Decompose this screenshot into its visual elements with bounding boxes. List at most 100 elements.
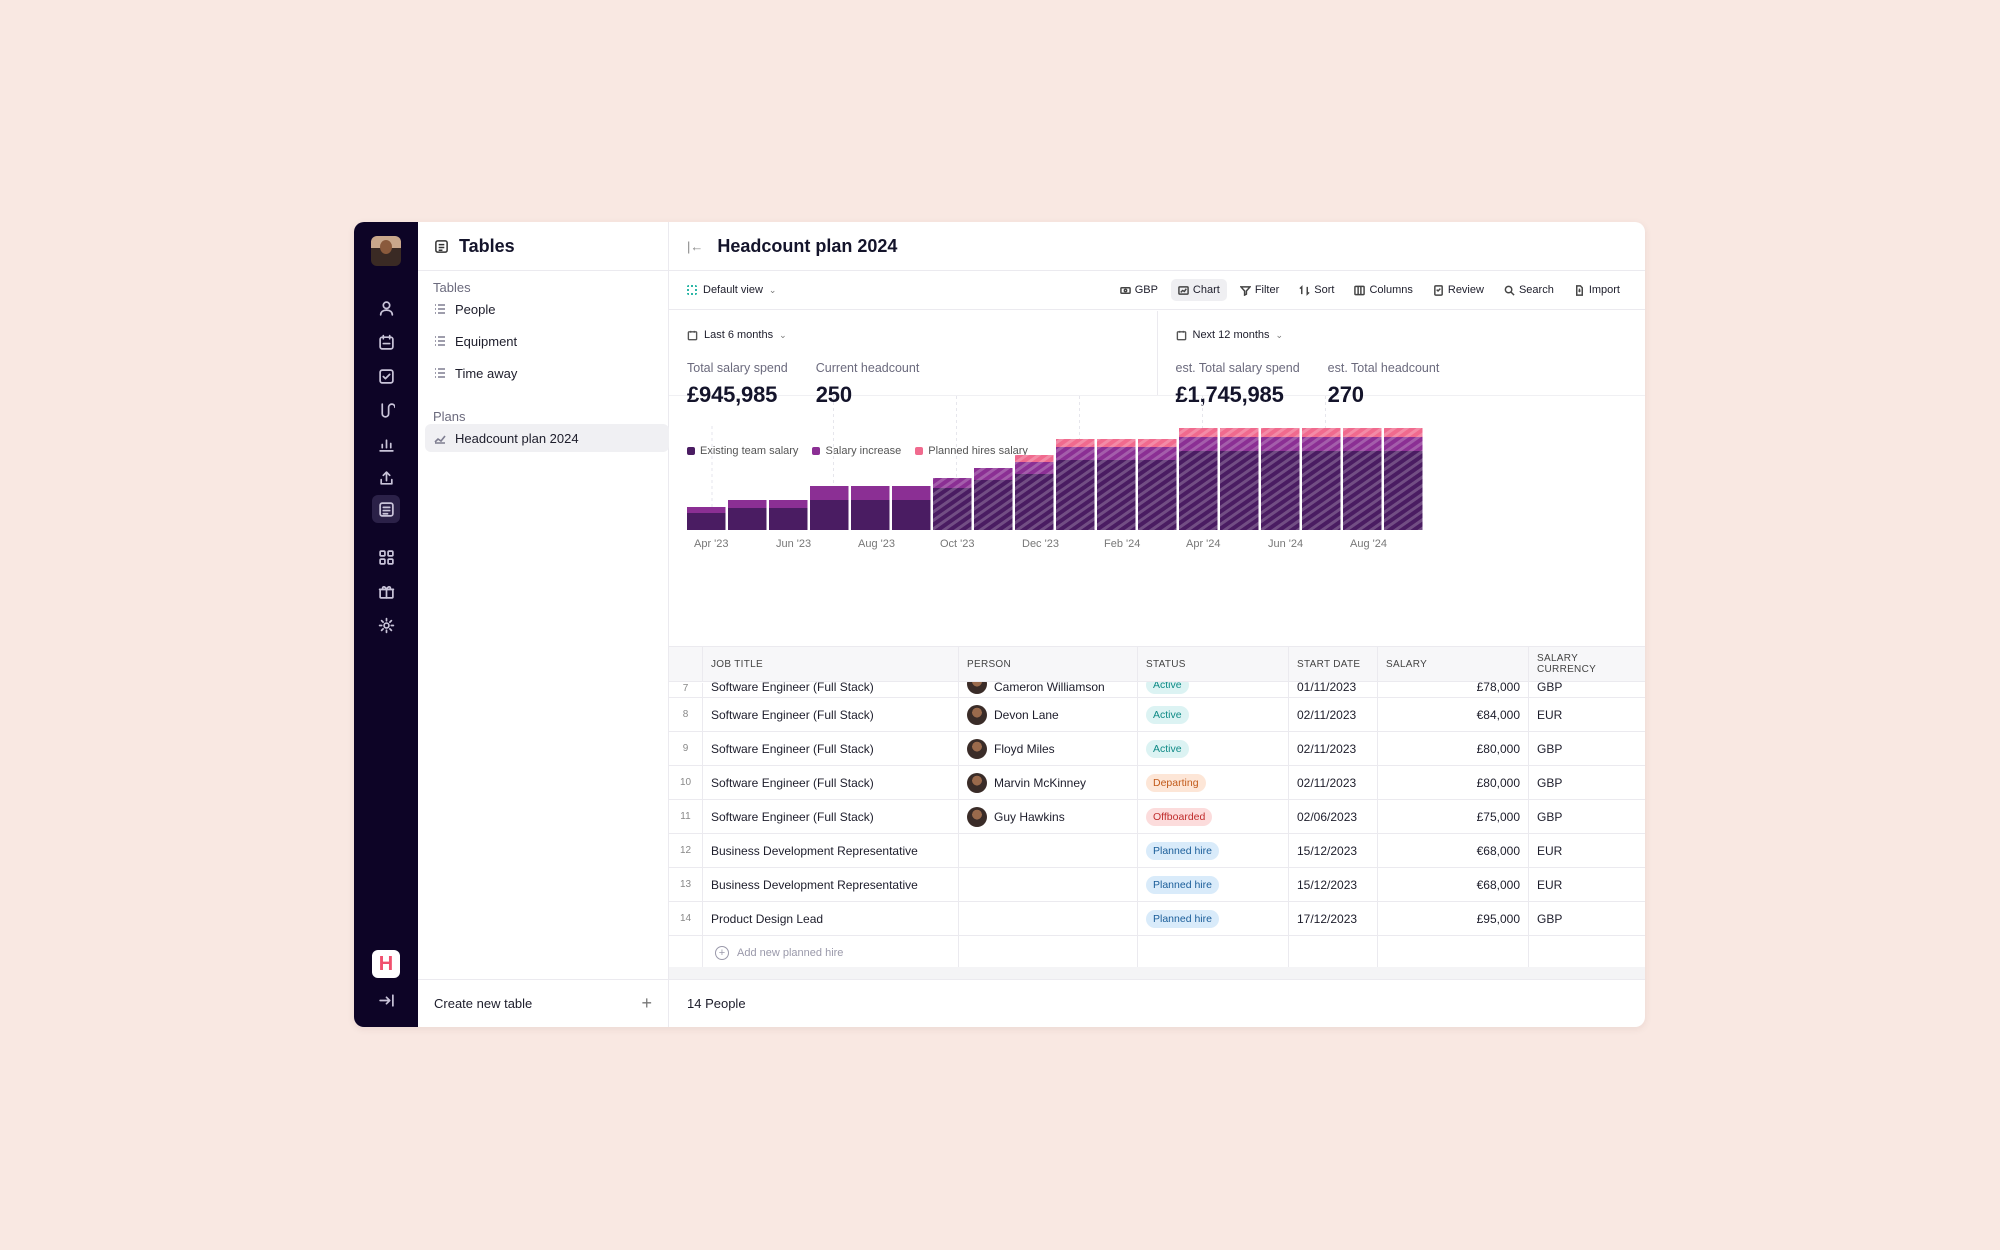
header-person[interactable]: PERSON — [959, 647, 1138, 681]
period-selector-forecast[interactable]: Next 12 months ⌄ — [1176, 329, 1628, 341]
cell-job-title[interactable]: Software Engineer (Full Stack) — [703, 698, 959, 731]
sidebar-item-time-away[interactable]: Time away — [425, 359, 669, 387]
add-planned-hire-row[interactable]: + Add new planned hire — [669, 936, 1645, 970]
bar-salary-increase-0[interactable] — [687, 507, 726, 513]
cell-salary[interactable]: £95,000 — [1378, 902, 1529, 935]
bar-existing-team-salary-14[interactable] — [1261, 451, 1300, 530]
bar-existing-team-salary-4[interactable] — [851, 500, 890, 530]
table-row[interactable]: 13 Business Development Representative Pla… — [669, 868, 1645, 902]
cell-person[interactable] — [959, 902, 1138, 935]
collapse-sidebar-icon[interactable]: |← — [687, 238, 704, 254]
columns-button[interactable]: Columns — [1347, 279, 1419, 301]
cell-status[interactable]: Planned hire — [1138, 902, 1289, 935]
bar-salary-increase-11[interactable] — [1138, 447, 1177, 460]
bar-planned-hires-salary-12[interactable] — [1179, 428, 1218, 437]
cell-status[interactable]: Active — [1138, 698, 1289, 731]
table-row[interactable]: 14 Product Design Lead Planned hire 17/12/2… — [669, 902, 1645, 936]
bar-existing-team-salary-12[interactable] — [1179, 451, 1218, 530]
cell-status[interactable]: Active — [1138, 682, 1289, 697]
view-selector[interactable]: Default view ⌄ — [687, 284, 776, 296]
cell-currency[interactable]: GBP — [1537, 775, 1563, 790]
header-start-date[interactable]: START DATE — [1289, 647, 1378, 681]
cell-currency[interactable]: GBP — [1537, 741, 1563, 756]
cell-job-title[interactable]: Software Engineer (Full Stack) — [703, 766, 959, 799]
bar-salary-increase-16[interactable] — [1343, 437, 1382, 451]
review-button[interactable]: Review — [1426, 279, 1491, 301]
cell-job-title[interactable]: Product Design Lead — [703, 902, 959, 935]
header-status[interactable]: STATUS — [1138, 647, 1289, 681]
cell-person[interactable]: Marvin McKinney — [959, 766, 1138, 799]
cell-status[interactable]: Planned hire — [1138, 834, 1289, 867]
apps-grid-icon[interactable] — [372, 543, 400, 571]
cell-status[interactable]: Active — [1138, 732, 1289, 765]
bar-existing-team-salary-10[interactable] — [1097, 460, 1136, 530]
tables-icon[interactable] — [372, 495, 400, 523]
create-new-table-button[interactable]: Create new table + — [418, 979, 668, 1027]
brand-logo[interactable]: H — [372, 950, 400, 978]
sidebar-item-headcount-plan[interactable]: Headcount plan 2024 — [425, 424, 669, 452]
bar-existing-team-salary-13[interactable] — [1220, 451, 1259, 530]
cell-salary[interactable]: £80,000 — [1378, 732, 1529, 765]
cell-person[interactable]: Cameron Williamson — [959, 682, 1138, 697]
cell-salary[interactable]: £78,000 — [1378, 682, 1529, 697]
bar-salary-increase-13[interactable] — [1220, 437, 1259, 451]
bar-planned-hires-salary-16[interactable] — [1343, 428, 1382, 437]
tasks-icon[interactable] — [372, 362, 400, 390]
table-row[interactable]: 12 Business Development Representative Pla… — [669, 834, 1645, 868]
sidebar-item-equipment[interactable]: Equipment — [425, 327, 669, 355]
table-row[interactable]: 9 Software Engineer (Full Stack) Floyd Mil… — [669, 732, 1645, 766]
bar-existing-team-salary-17[interactable] — [1384, 451, 1423, 530]
filter-button[interactable]: Filter — [1233, 279, 1286, 301]
bar-planned-hires-salary-9[interactable] — [1056, 439, 1095, 447]
cell-currency[interactable]: GBP — [1537, 682, 1563, 694]
bar-salary-increase-5[interactable] — [892, 486, 931, 500]
calendar-icon[interactable] — [372, 328, 400, 356]
cell-job-title[interactable]: Business Development Representative — [703, 868, 959, 901]
cell-start-date[interactable]: 15/12/2023 — [1289, 868, 1378, 901]
add-planned-hire-button[interactable]: + Add new planned hire — [703, 936, 959, 969]
table-row[interactable]: 11 Software Engineer (Full Stack) Guy Hawk… — [669, 800, 1645, 834]
period-selector-past[interactable]: Last 6 months ⌄ — [687, 329, 1139, 341]
cell-currency[interactable]: EUR — [1537, 707, 1563, 722]
cell-currency[interactable]: EUR — [1537, 877, 1563, 892]
bar-salary-increase-7[interactable] — [974, 468, 1013, 480]
gift-icon[interactable] — [372, 577, 400, 605]
bar-existing-team-salary-16[interactable] — [1343, 451, 1382, 530]
cell-status[interactable]: Planned hire — [1138, 868, 1289, 901]
bar-salary-increase-8[interactable] — [1015, 462, 1054, 474]
cell-job-title[interactable]: Software Engineer (Full Stack) — [703, 732, 959, 765]
cell-person[interactable]: Floyd Miles — [959, 732, 1138, 765]
workflow-icon[interactable] — [372, 396, 400, 424]
cell-start-date[interactable]: 02/11/2023 — [1289, 732, 1378, 765]
cell-start-date[interactable]: 02/11/2023 — [1289, 698, 1378, 731]
cell-currency[interactable]: EUR — [1537, 843, 1563, 858]
bar-existing-team-salary-9[interactable] — [1056, 460, 1095, 530]
cell-start-date[interactable]: 15/12/2023 — [1289, 834, 1378, 867]
bar-planned-hires-salary-17[interactable] — [1384, 428, 1423, 437]
analytics-icon[interactable] — [372, 430, 400, 458]
table-row[interactable]: 10 Software Engineer (Full Stack) Marvin M… — [669, 766, 1645, 800]
currency-button[interactable]: GBP — [1113, 279, 1165, 301]
cell-job-title[interactable]: Business Development Representative — [703, 834, 959, 867]
table-row[interactable]: 7 Software Engineer (Full Stack) Cameron… — [669, 682, 1645, 698]
cell-status[interactable]: Offboarded — [1138, 800, 1289, 833]
bar-salary-increase-15[interactable] — [1302, 437, 1341, 451]
expand-sidebar-icon[interactable] — [372, 986, 400, 1014]
bar-planned-hires-salary-11[interactable] — [1138, 439, 1177, 447]
user-avatar[interactable] — [371, 236, 401, 266]
bar-salary-increase-10[interactable] — [1097, 447, 1136, 460]
header-salary-currency[interactable]: SALARY CURRENCY — [1537, 653, 1597, 675]
header-salary[interactable]: SALARY — [1378, 647, 1529, 681]
export-icon[interactable] — [372, 464, 400, 492]
cell-salary[interactable]: £75,000 — [1378, 800, 1529, 833]
cell-person[interactable] — [959, 868, 1138, 901]
cell-start-date[interactable]: 02/06/2023 — [1289, 800, 1378, 833]
search-button[interactable]: Search — [1497, 279, 1561, 301]
bar-existing-team-salary-5[interactable] — [892, 500, 931, 530]
settings-gear-icon[interactable] — [372, 611, 400, 639]
cell-person[interactable] — [959, 834, 1138, 867]
bar-salary-increase-6[interactable] — [933, 478, 972, 488]
cell-start-date[interactable]: 02/11/2023 — [1289, 766, 1378, 799]
bar-salary-increase-12[interactable] — [1179, 437, 1218, 451]
cell-currency[interactable]: GBP — [1537, 809, 1563, 824]
